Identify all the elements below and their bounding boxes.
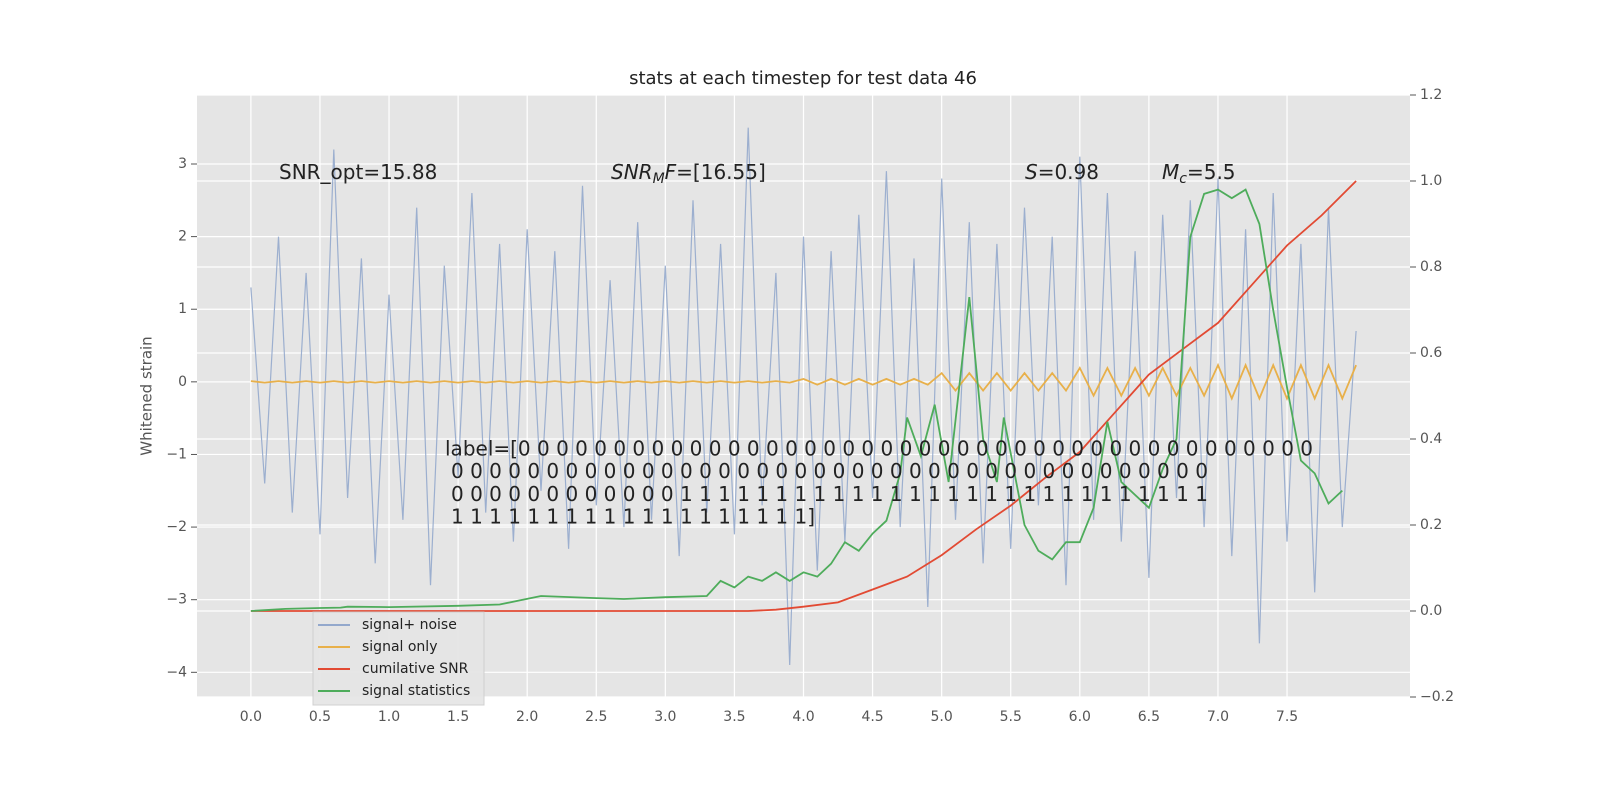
y2-tick-label: −0.2 [1420,689,1454,705]
annotation-part: S [1025,160,1038,184]
y-tick-label: 2 [178,229,187,245]
annotation-part: =5.5 [1187,160,1236,184]
annotation-part: M [1162,160,1179,184]
x-tick-label: 2.5 [585,709,607,725]
y-tick-label: −4 [166,664,187,680]
x-tick-label: 1.0 [378,709,400,725]
annotation-part: =[16.55] [676,160,766,184]
y-tick-label: −1 [166,446,187,462]
y-axis-label: Whitened strain [138,336,156,455]
chart-title: stats at each timestep for test data 46 [629,68,977,89]
y2-tick-label: 0.8 [1420,259,1442,275]
legend-box [312,611,485,706]
legend-label: signal+ noise [362,617,457,633]
x-tick-label: 6.5 [1138,709,1160,725]
annotation-part: F [665,160,677,184]
y2-tick-label: 0.0 [1420,603,1442,619]
y2-tick-label: 1.2 [1420,87,1442,103]
x-tick-label: 4.0 [792,709,814,725]
x-tick-label: 1.5 [447,709,469,725]
annotation-part: SNR [611,160,653,184]
x-tick-label: 3.0 [654,709,676,725]
label-text: 0 0 0 0 0 0 0 0 0 0 0 0 1 1 1 1 1 1 1 1 … [451,482,1208,506]
legend-label: signal only [362,639,437,655]
y2-tick-label: 0.6 [1420,345,1442,361]
label-text: 1 1 1 1 1 1 1 1 1 1 1 1 1 1 1 1 1 1 1] [451,505,815,529]
label-text: label=[0 0 0 0 0 0 0 0 0 0 0 0 0 0 0 0 0… [445,437,1313,461]
annotation: S=0.98 [1025,160,1099,184]
x-tick-label: 4.5 [861,709,883,725]
x-tick-label: 0.0 [240,709,262,725]
annotation-part: c [1179,171,1187,187]
series-line [250,127,1357,666]
x-tick-label: 0.5 [309,709,331,725]
y2-tick-label: 0.4 [1420,431,1442,447]
legend-label: signal statistics [362,683,470,699]
y-tick-label: −2 [166,519,187,535]
y-tick-label: −3 [166,592,187,608]
annotation: SNR_opt=15.88 [279,160,437,184]
y2-tick-label: 0.2 [1420,517,1442,533]
annotation-part: SNR_opt=15.88 [279,160,437,184]
annotation-part: M [653,171,665,187]
y-tick-label: 3 [178,156,187,172]
annotation: SNRMF=[16.55] [611,160,766,188]
y-tick-label: 1 [178,301,187,317]
x-tick-label: 7.0 [1207,709,1229,725]
y-tick-label: 0 [178,374,187,390]
x-tick-label: 6.0 [1069,709,1091,725]
series-line [250,188,1343,612]
x-tick-label: 2.0 [516,709,538,725]
x-tick-label: 3.5 [723,709,745,725]
annotation-part: =0.98 [1038,160,1099,184]
x-tick-label: 7.5 [1276,709,1298,725]
annotation: Mc=5.5 [1162,160,1236,188]
series-line [250,180,1357,612]
series-line [250,362,1357,401]
x-tick-label: 5.5 [1000,709,1022,725]
legend-label: cumilative SNR [362,661,469,677]
label-text: 0 0 0 0 0 0 0 0 0 0 0 0 0 0 0 0 0 0 0 0 … [451,459,1208,483]
x-tick-label: 5.0 [931,709,953,725]
y2-tick-label: 1.0 [1420,173,1442,189]
